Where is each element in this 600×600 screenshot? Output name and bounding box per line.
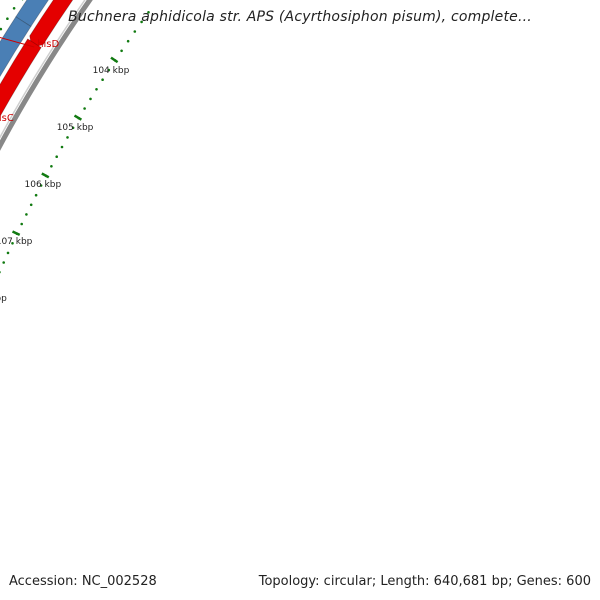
tick-mark — [147, 11, 150, 14]
tick-mark — [0, 271, 1, 274]
tick-mark — [11, 242, 14, 245]
forward-gene-feature — [0, 38, 42, 118]
genome-summary-text: Topology: circular; Length: 640,681 bp; … — [258, 574, 591, 589]
tick-mark — [133, 30, 137, 33]
major-tick — [73, 114, 83, 121]
tick-mark — [107, 68, 111, 72]
tick-mark — [66, 136, 69, 139]
tick-mark — [126, 39, 130, 43]
tick-mark — [95, 88, 98, 91]
major-tick — [110, 56, 119, 64]
reverse-gene-feature — [0, 16, 32, 78]
tick-mark — [120, 49, 123, 53]
gene-label: hisD — [37, 39, 59, 50]
map-title: Buchnera aphidicola str. APS (Acyrthosip… — [68, 9, 532, 25]
tick-mark — [25, 213, 28, 216]
tick-mark — [39, 184, 43, 187]
backbone-edge — [0, 0, 86, 139]
scale-tick-label: 104 kbp — [93, 66, 130, 76]
major-tick — [41, 172, 50, 179]
tick-mark — [2, 261, 5, 264]
tick-mark — [60, 145, 64, 149]
forward-strand-features — [0, 0, 74, 118]
scale-tick-label: 107 kbp — [0, 237, 33, 247]
tick-mark — [34, 193, 38, 197]
tick-mark — [71, 126, 75, 130]
tick-mark — [140, 20, 143, 24]
scale-tick-label: 108 kbp — [0, 294, 7, 304]
gene-leader-line — [0, 36, 35, 48]
backbone-line — [0, 0, 93, 152]
tick-mark — [6, 251, 10, 255]
tick-mark — [101, 78, 104, 81]
gene-labels: hisDhisChisBhisHhisAhisFhisIgnddcd — [0, 36, 60, 124]
tick-mark — [89, 97, 92, 101]
gene-label: hisC — [0, 113, 14, 124]
backbone — [0, 0, 93, 152]
tick-dots — [0, 7, 150, 274]
tick-mark — [6, 17, 9, 21]
tick-mark — [50, 165, 53, 168]
scale-tick-label: 106 kbp — [25, 180, 62, 190]
tick-mark — [29, 203, 33, 207]
tick-mark — [0, 27, 3, 31]
scale-tick-label: 105 kbp — [57, 123, 94, 133]
accession-text: Accession: NC_002528 — [9, 574, 157, 589]
tick-mark — [55, 155, 58, 158]
reverse-strand-features — [0, 0, 49, 78]
tick-mark — [20, 222, 24, 226]
tick-mark — [12, 7, 16, 10]
major-tick — [11, 230, 21, 237]
tick-mark — [83, 107, 86, 110]
